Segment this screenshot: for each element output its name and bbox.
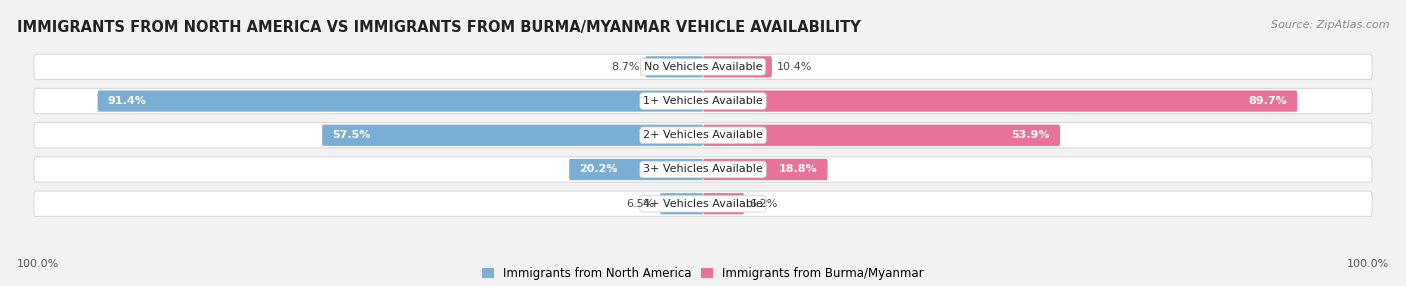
Text: Source: ZipAtlas.com: Source: ZipAtlas.com	[1271, 20, 1389, 30]
Text: 8.7%: 8.7%	[612, 62, 640, 72]
Legend: Immigrants from North America, Immigrants from Burma/Myanmar: Immigrants from North America, Immigrant…	[482, 267, 924, 280]
Text: 53.9%: 53.9%	[1012, 130, 1050, 140]
Text: No Vehicles Available: No Vehicles Available	[644, 62, 762, 72]
Text: 6.5%: 6.5%	[627, 199, 655, 209]
FancyBboxPatch shape	[659, 193, 703, 214]
FancyBboxPatch shape	[703, 125, 1060, 146]
FancyBboxPatch shape	[703, 56, 772, 78]
Text: IMMIGRANTS FROM NORTH AMERICA VS IMMIGRANTS FROM BURMA/MYANMAR VEHICLE AVAILABIL: IMMIGRANTS FROM NORTH AMERICA VS IMMIGRA…	[17, 20, 860, 35]
Text: 4+ Vehicles Available: 4+ Vehicles Available	[643, 199, 763, 209]
FancyBboxPatch shape	[322, 125, 703, 146]
Text: 3+ Vehicles Available: 3+ Vehicles Available	[643, 164, 763, 174]
Text: 18.8%: 18.8%	[779, 164, 818, 174]
Text: 10.4%: 10.4%	[778, 62, 813, 72]
FancyBboxPatch shape	[97, 90, 703, 112]
Text: 89.7%: 89.7%	[1249, 96, 1288, 106]
Text: 2+ Vehicles Available: 2+ Vehicles Available	[643, 130, 763, 140]
Text: 57.5%: 57.5%	[332, 130, 370, 140]
FancyBboxPatch shape	[569, 159, 703, 180]
FancyBboxPatch shape	[34, 123, 1372, 148]
FancyBboxPatch shape	[645, 56, 703, 78]
FancyBboxPatch shape	[34, 191, 1372, 217]
Text: 6.2%: 6.2%	[749, 199, 778, 209]
FancyBboxPatch shape	[34, 88, 1372, 114]
Text: 91.4%: 91.4%	[107, 96, 146, 106]
Text: 100.0%: 100.0%	[17, 259, 59, 269]
Text: 1+ Vehicles Available: 1+ Vehicles Available	[643, 96, 763, 106]
FancyBboxPatch shape	[703, 90, 1298, 112]
Text: 100.0%: 100.0%	[1347, 259, 1389, 269]
FancyBboxPatch shape	[703, 159, 828, 180]
Text: 20.2%: 20.2%	[579, 164, 617, 174]
FancyBboxPatch shape	[34, 54, 1372, 80]
FancyBboxPatch shape	[703, 193, 744, 214]
FancyBboxPatch shape	[34, 157, 1372, 182]
